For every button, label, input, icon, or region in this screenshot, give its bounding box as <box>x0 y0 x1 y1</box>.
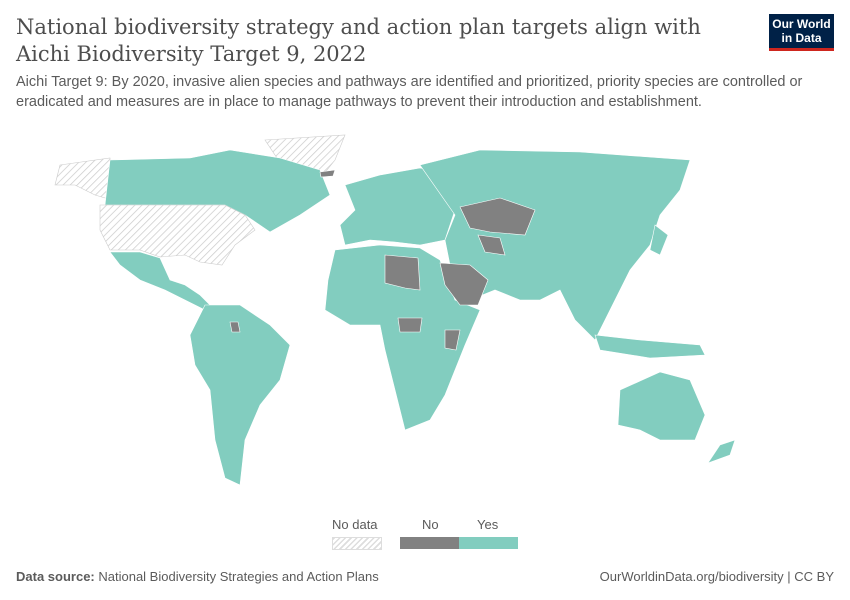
owid-logo[interactable]: Our World in Data <box>769 14 834 51</box>
indonesia-yes[interactable] <box>594 334 706 359</box>
japan-yes[interactable] <box>649 224 669 256</box>
legend-yes-label: Yes <box>477 517 499 532</box>
legend-no-data-swatch <box>332 537 382 550</box>
legend-no-swatch <box>400 537 459 549</box>
saudi-arabia-no[interactable] <box>439 262 489 306</box>
libya-no[interactable] <box>384 254 421 291</box>
world-map[interactable] <box>0 125 850 495</box>
guyana-no[interactable] <box>229 321 241 333</box>
new-zealand-yes[interactable] <box>707 439 736 464</box>
kazakhstan-no[interactable] <box>459 197 536 236</box>
footer-link[interactable]: OurWorldinData.org/biodiversity | CC BY <box>599 569 834 584</box>
africa-yes[interactable] <box>324 244 481 431</box>
alaska-no-data[interactable] <box>54 157 113 201</box>
mexico-central-america-yes[interactable] <box>109 251 211 311</box>
chart-subtitle: Aichi Target 9: By 2020, invasive alien … <box>16 74 803 110</box>
kenya-no[interactable] <box>444 329 461 351</box>
central-africa-no[interactable] <box>397 317 423 333</box>
south-america-yes[interactable] <box>189 304 291 486</box>
australia-yes[interactable] <box>617 371 706 441</box>
legend-no-data-label: No data <box>332 517 378 532</box>
legend-yes-swatch <box>459 537 518 549</box>
iran-no[interactable] <box>477 234 506 256</box>
europe-yes[interactable] <box>339 167 456 246</box>
source-text: National Biodiversity Strategies and Act… <box>98 569 379 584</box>
chart-title: National biodiversity strategy and actio… <box>16 15 701 66</box>
data-source: Data source: National Biodiversity Strat… <box>16 569 379 584</box>
source-label: Data source: <box>16 569 95 584</box>
usa-no-data[interactable] <box>99 204 256 266</box>
logo-text: Our World in Data <box>772 17 831 45</box>
svalbard-no[interactable] <box>319 169 336 178</box>
legend-no-label: No <box>422 517 439 532</box>
